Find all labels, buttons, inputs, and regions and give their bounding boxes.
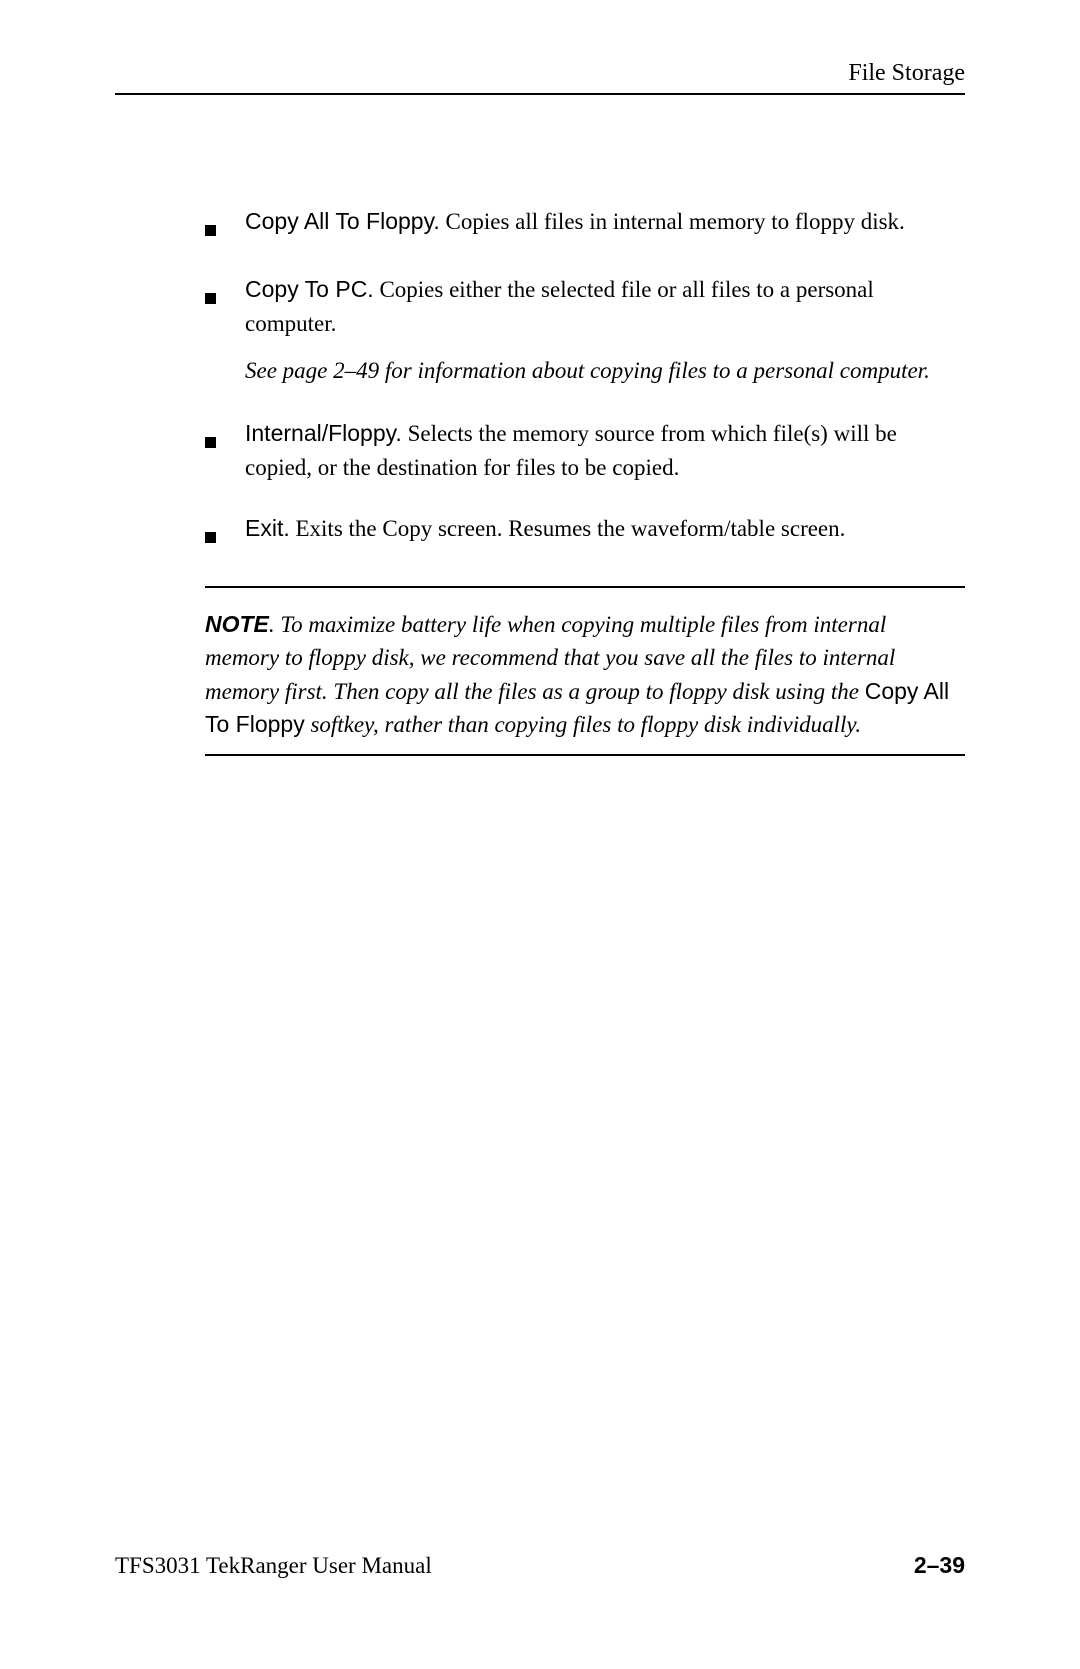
see-reference: See page 2–49 for information about copy… [245, 354, 965, 387]
bullet-desc: Exits the Copy screen. Resumes the wavef… [290, 516, 846, 541]
note-text-2: softkey, rather than copying files to fl… [305, 712, 861, 737]
bullet-icon [205, 205, 245, 245]
note-block: NOTE. To maximize battery life when copy… [205, 586, 965, 756]
bullet-term: Copy All To Floppy. [245, 208, 440, 234]
footer-manual-title: TFS3031 TekRanger User Manual [115, 1553, 432, 1579]
bullet-term: Copy To PC. [245, 276, 374, 302]
bullet-term: Exit. [245, 515, 290, 541]
bullet-body: Internal/Floppy. Selects the memory sour… [245, 417, 965, 484]
note-text-1: . To maximize battery life when copying … [205, 612, 895, 703]
header-title: File Storage [115, 60, 965, 95]
bullet-internal-floppy: Internal/Floppy. Selects the memory sour… [205, 417, 965, 484]
bullet-copy-all-to-floppy: Copy All To Floppy. Copies all files in … [205, 205, 965, 245]
bullet-icon [205, 512, 245, 552]
bullet-body: Exit. Exits the Copy screen. Resumes the… [245, 512, 965, 552]
bullet-body: Copy To PC. Copies either the selected f… [245, 273, 965, 389]
bullet-copy-to-pc: Copy To PC. Copies either the selected f… [205, 273, 965, 389]
bullet-term: Internal/Floppy. [245, 420, 402, 446]
bullet-exit: Exit. Exits the Copy screen. Resumes the… [205, 512, 965, 552]
bullet-icon [205, 273, 245, 389]
bullet-desc: Copies all files in internal memory to f… [440, 209, 905, 234]
page: File Storage Copy All To Floppy. Copies … [115, 60, 965, 1579]
content-area: Copy All To Floppy. Copies all files in … [115, 205, 965, 756]
bullet-body: Copy All To Floppy. Copies all files in … [245, 205, 965, 245]
bullet-icon [205, 417, 245, 484]
note-label: NOTE [205, 611, 269, 637]
footer-page-number: 2–39 [914, 1552, 965, 1579]
footer: TFS3031 TekRanger User Manual 2–39 [115, 1552, 965, 1579]
